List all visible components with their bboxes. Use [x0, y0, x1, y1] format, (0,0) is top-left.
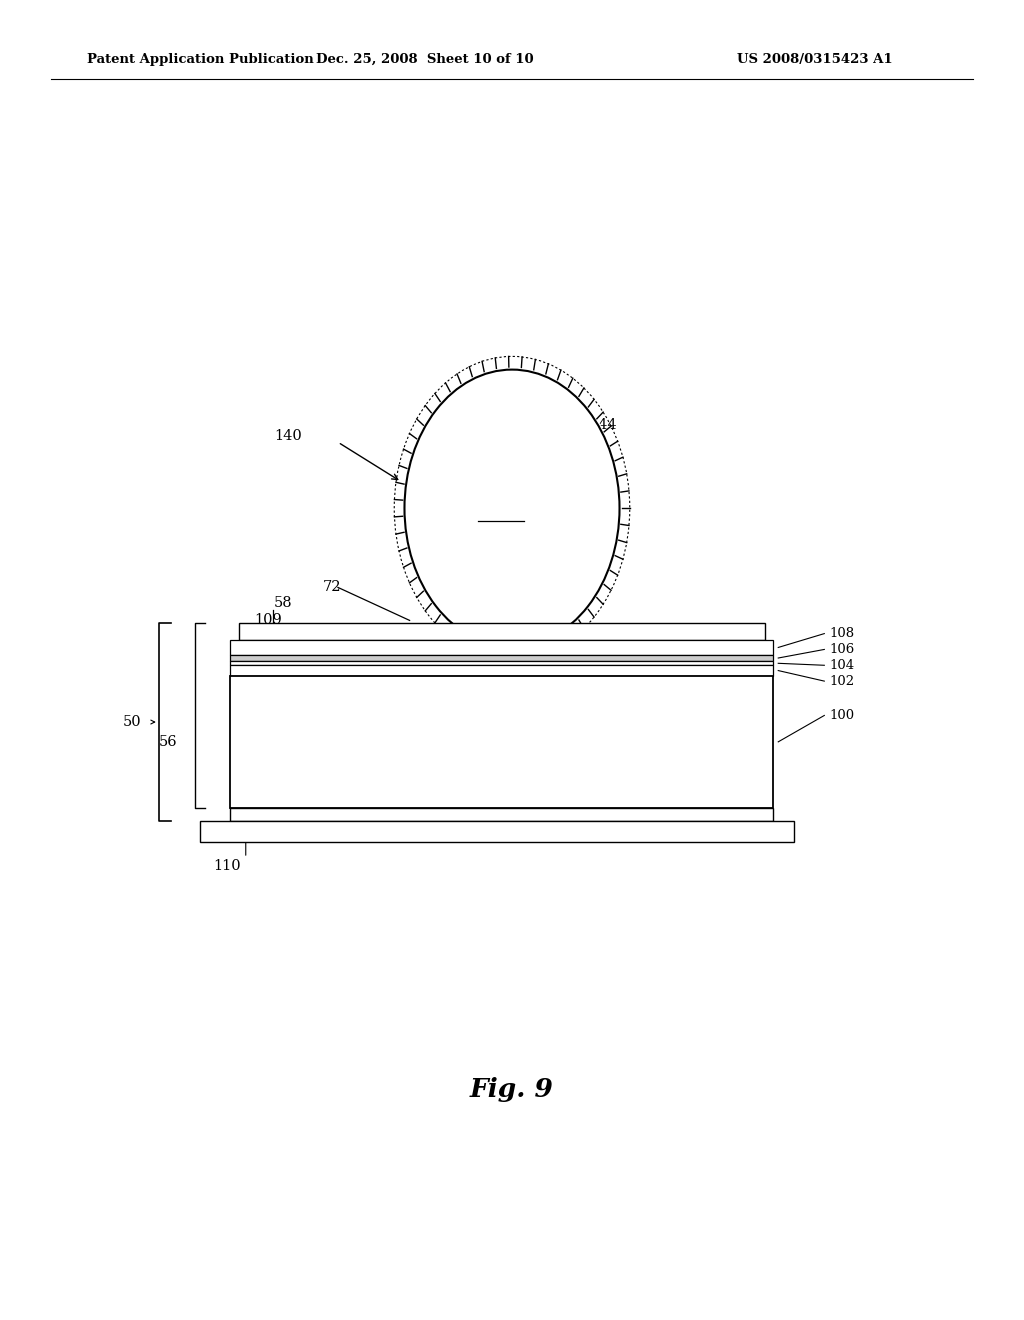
- Circle shape: [402, 367, 622, 649]
- Bar: [230, 665, 773, 676]
- Text: 58: 58: [273, 597, 292, 610]
- Text: 109: 109: [254, 614, 282, 627]
- Circle shape: [404, 370, 620, 647]
- Text: 110: 110: [213, 859, 241, 873]
- Text: 56: 56: [159, 735, 177, 748]
- Text: 72: 72: [323, 581, 341, 594]
- Text: 140: 140: [274, 429, 302, 442]
- Text: Fig. 9: Fig. 9: [470, 1077, 554, 1101]
- Bar: [230, 676, 773, 808]
- Text: 100: 100: [829, 709, 855, 722]
- Text: US 2008/0315423 A1: US 2008/0315423 A1: [737, 53, 893, 66]
- Text: 102: 102: [829, 675, 855, 688]
- Bar: [230, 661, 773, 665]
- Text: 142: 142: [488, 499, 515, 512]
- Bar: [230, 640, 773, 655]
- Text: 52: 52: [215, 828, 233, 841]
- Text: 106: 106: [829, 643, 855, 656]
- Text: 144: 144: [589, 418, 616, 432]
- Text: Dec. 25, 2008  Sheet 10 of 10: Dec. 25, 2008 Sheet 10 of 10: [316, 53, 534, 66]
- Text: 50: 50: [123, 715, 141, 729]
- Text: 104: 104: [829, 659, 855, 672]
- Text: Patent Application Publication: Patent Application Publication: [87, 53, 313, 66]
- Text: 108: 108: [829, 627, 855, 640]
- Bar: [230, 655, 773, 661]
- Bar: [239, 623, 765, 640]
- Bar: [230, 808, 773, 821]
- Bar: [200, 821, 794, 842]
